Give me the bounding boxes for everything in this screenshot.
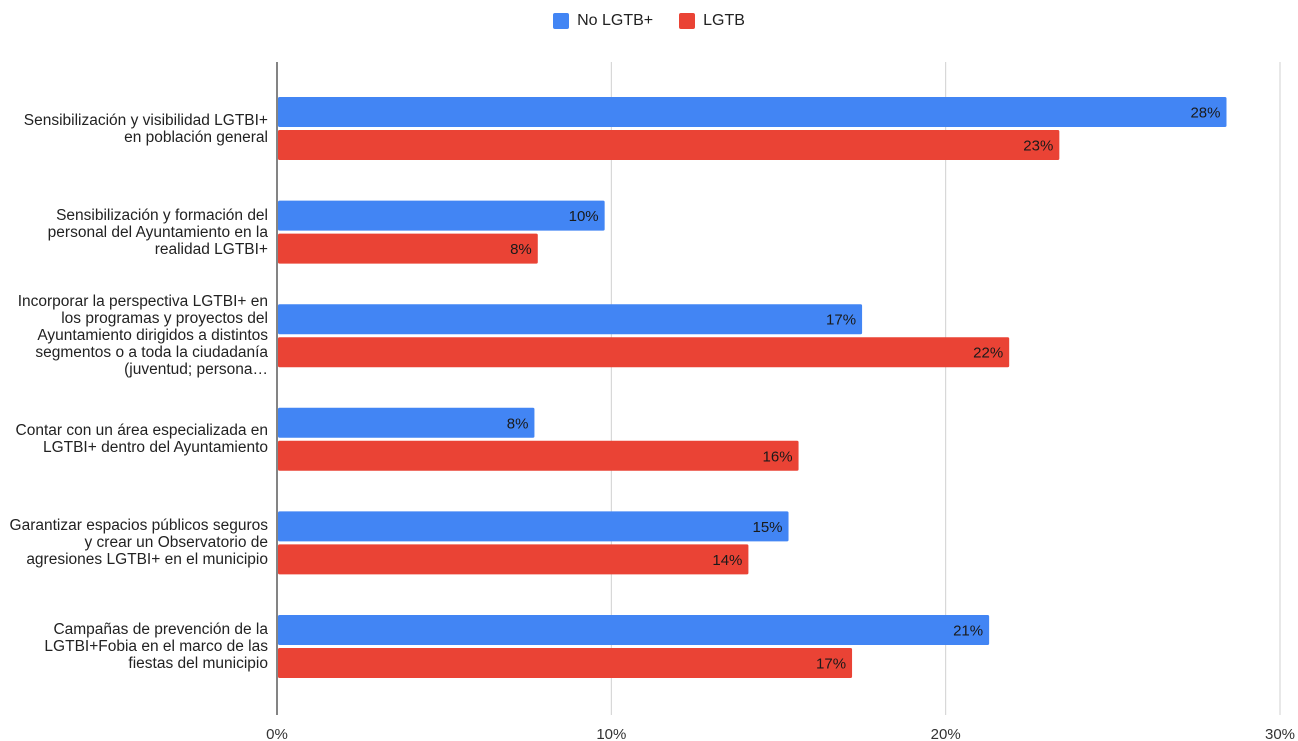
- bar-value-label: 8%: [507, 415, 529, 432]
- category-label: Campañas de prevención de la LGTBI+Fobia…: [44, 621, 268, 672]
- category-label: Sensibilización y visibilidad LGTBI+ en …: [23, 111, 268, 146]
- bar-value-label: 10%: [569, 208, 599, 225]
- x-tick-label: 20%: [931, 726, 961, 741]
- legend: No LGTB+ LGTB: [0, 12, 1298, 30]
- category-label: Garantizar espacios públicos seguros y c…: [9, 517, 268, 569]
- bar-value-label: 14%: [712, 552, 742, 569]
- bar[interactable]: [278, 407, 535, 438]
- bar[interactable]: [278, 544, 749, 575]
- bar[interactable]: [278, 337, 1010, 368]
- bar[interactable]: [278, 97, 1227, 127]
- bar-value-label: 8%: [510, 241, 532, 258]
- legend-item-lgtb[interactable]: LGTB: [679, 12, 745, 30]
- category-label: Contar con un área especializada en LGTB…: [15, 422, 268, 457]
- bar[interactable]: [278, 304, 863, 335]
- bar-value-label: 28%: [1190, 105, 1220, 122]
- legend-swatch-no-lgtb: [553, 13, 570, 29]
- legend-item-no-lgtb[interactable]: No LGTB+: [553, 12, 653, 30]
- bar-value-label: 17%: [816, 656, 846, 673]
- bar[interactable]: [278, 200, 605, 231]
- legend-label-lgtb: LGTB: [703, 12, 745, 29]
- category-label: Sensibilización y formación del personal…: [47, 206, 268, 258]
- bar-value-label: 17%: [826, 312, 856, 329]
- bar-value-label: 16%: [763, 448, 793, 465]
- x-tick-label: 10%: [596, 726, 626, 741]
- bar-value-label: 15%: [752, 519, 782, 536]
- bar[interactable]: [278, 511, 789, 542]
- bar-value-label: 21%: [953, 623, 983, 640]
- x-tick-label: 30%: [1265, 726, 1295, 741]
- category-label: Incorporar la perspectiva LGTBI+ en los …: [17, 293, 268, 379]
- bar-value-label: 23%: [1023, 138, 1053, 155]
- bar-value-label: 22%: [973, 345, 1003, 362]
- bar[interactable]: [278, 648, 853, 678]
- bar[interactable]: [278, 233, 538, 264]
- bar[interactable]: [278, 130, 1060, 160]
- x-tick-label: 0%: [266, 726, 288, 741]
- bar[interactable]: [278, 615, 990, 645]
- bar[interactable]: [278, 440, 799, 471]
- legend-swatch-lgtb: [679, 13, 696, 29]
- legend-label-no-lgtb: No LGTB+: [577, 12, 654, 29]
